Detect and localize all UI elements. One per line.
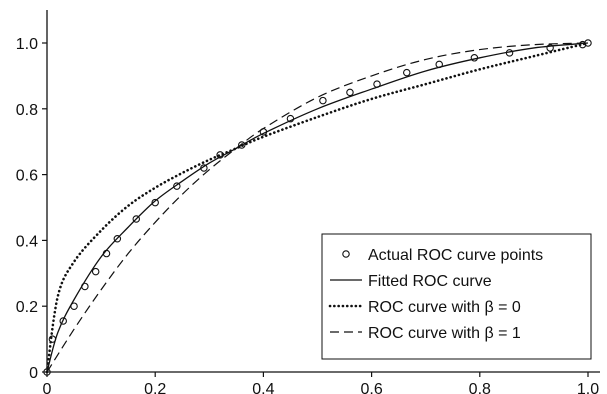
axes [46,10,600,373]
x-tick-label: 0.6 [360,381,382,394]
legend-box [321,233,592,360]
y-tick-label: 1.0 [16,36,38,53]
roc-data-point [403,68,411,77]
roc-data-point [59,317,67,325]
legend: Actual ROC curve points Fitted ROC curve R… [321,233,592,360]
roc-data-point [132,215,141,223]
roc-data-point [91,267,100,276]
series-line-dashed [46,42,589,373]
x-tick-label: 0.4 [252,381,274,394]
y-tick-label: 0.2 [16,299,38,316]
legend-marker-circle [342,250,350,258]
series-line-solid [46,42,589,373]
x-tick-label: 0.8 [469,381,491,394]
legend-label: ROC curve with β = 1 [368,325,521,342]
roc-data-point [113,235,122,243]
ticks: 0 0.2 0.4 0.6 0.8 1.0 0 0.2 0.4 0.6 0.8 1.0 [16,36,599,394]
legend-label: Actual ROC curve points [368,247,543,264]
y-tick-label: 0.6 [16,168,38,185]
y-tick-label: 0 [29,365,38,382]
roc-data-point [319,96,327,105]
y-tick-label: 0.4 [16,233,38,250]
legend-label: ROC curve with β = 0 [368,299,521,316]
roc-data-point [238,141,246,149]
roc-data-point [173,182,181,190]
roc-data-point [346,88,354,97]
legend-label: Fitted ROC curve [368,273,492,290]
roc-data-point [151,198,159,207]
series-line-dotted [45,41,590,374]
x-tick-label: 0.2 [144,381,166,394]
x-tick-label: 1.0 [577,381,599,394]
x-tick-label: 0 [43,381,52,394]
y-tick-label: 0.8 [16,102,38,119]
plot-area [43,39,592,376]
